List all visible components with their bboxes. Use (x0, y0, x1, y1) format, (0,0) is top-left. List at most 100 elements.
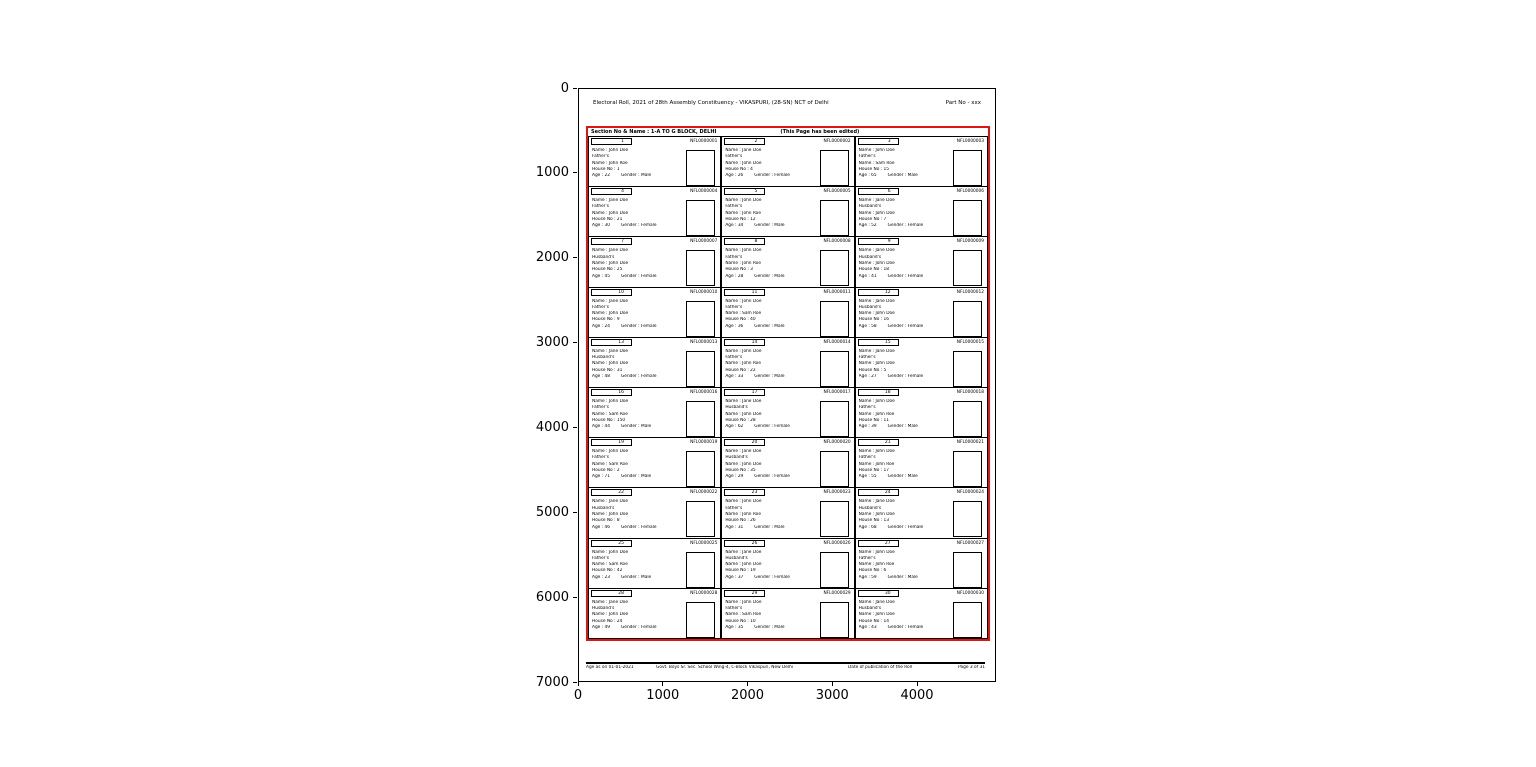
epic-number: NFL0000007 (690, 239, 718, 245)
voter-cell-body: Name : John Doe Father's Name : John Roe… (858, 448, 985, 488)
epic-number: NFL0000008 (823, 239, 851, 245)
voter-cell-body: Name : Jane Doe Husband's Name : John Do… (591, 498, 718, 538)
house-number: House No : 24 (592, 618, 623, 624)
relation-label: Father's (725, 606, 743, 612)
voter-cell-body: Name : Jane Doe Husband's Name : John Do… (591, 247, 718, 287)
x-tick-mark (662, 682, 664, 686)
photo-box (819, 451, 849, 488)
voter-cell-top: 15 NFL0000015 (857, 338, 985, 348)
epic-number: NFL0000030 (956, 590, 984, 596)
voter-cell-top: 12 NFL0000012 (857, 288, 985, 298)
serial-number-box: 27 (857, 539, 899, 547)
x-tick-mark (747, 682, 748, 686)
voter-name: Name : Jane Doe (725, 449, 762, 455)
relation-label: Father's (592, 154, 609, 160)
serial-number-box: 12 (857, 288, 899, 296)
serial-number: 16 (618, 390, 624, 395)
voter-cell-top: 3 NFL0000003 (857, 138, 985, 147)
voter-cell-body: Name : John Doe Father's Name : Sam Roe … (724, 599, 851, 638)
epic-number: NFL0000017 (823, 390, 851, 395)
age-gender: Age : 58 Gender : Female (858, 323, 924, 329)
voter-cell: 5 NFL0000005 Name : John Doe Father's Na… (721, 187, 855, 238)
serial-number-box: 7 (591, 238, 632, 246)
voter-cell-body: Name : John Doe Father's Name : Sam Roe … (724, 298, 851, 337)
voter-name: Name : John Doe (592, 549, 629, 555)
epic-number: NFL0000003 (956, 139, 984, 144)
house-number: House No : 10 (725, 618, 756, 624)
relation-label: Husband's (725, 455, 748, 461)
relation-name: Name : John Roe (858, 562, 895, 568)
photo-box (952, 300, 982, 337)
voter-cell: 6 NFL0000006 Name : Jane Doe Husband's N… (854, 187, 988, 238)
photo-box (952, 250, 982, 287)
x-tick-label: 3000 (815, 688, 849, 703)
epic-number: NFL0000025 (690, 540, 718, 546)
voter-cell-body: Name : Jane Doe Husband's Name : John Do… (858, 247, 985, 287)
photo-box (819, 300, 849, 337)
epic-number: NFL0000021 (956, 440, 984, 446)
y-tick-mark (573, 342, 577, 344)
y-tick-mark (573, 87, 577, 89)
relation-name: Name : John Doe (592, 311, 629, 317)
serial-number-box: 30 (857, 589, 899, 597)
serial-number-box: 16 (591, 389, 632, 396)
voter-cell-body: Name : Jane Doe Husband's Name : John Do… (591, 348, 718, 387)
x-tick-label: 1000 (646, 688, 680, 703)
epic-number: NFL0000013 (690, 339, 718, 345)
age-gender: Age : 34 Gender : Male (725, 223, 785, 229)
voter-cell-top: 4 NFL0000004 (591, 188, 718, 197)
relation-name: Name : John Doe (858, 311, 895, 317)
serial-number-box: 1 (591, 138, 632, 145)
voter-cell: 13 NFL0000013 Name : Jane Doe Husband's … (588, 337, 722, 388)
epic-number: NFL0000018 (956, 390, 984, 395)
voter-cell: 29 NFL0000029 Name : John Doe Father's N… (721, 588, 855, 639)
age-gender: Age : 62 Gender : Female (725, 424, 790, 430)
relation-label: Father's (725, 254, 743, 260)
serial-number-box: 23 (724, 489, 766, 497)
voter-cell-top: 13 NFL0000013 (591, 338, 718, 348)
relation-name: Name : John Doe (858, 260, 895, 266)
voter-name: Name : John Doe (592, 449, 629, 455)
voter-cell-body: Name : Jane Doe Father's Name : John Doe… (724, 147, 851, 186)
voter-name: Name : Jane Doe (858, 599, 895, 605)
age-gender: Age : 41 Gender : Female (858, 273, 924, 279)
serial-number: 23 (751, 490, 758, 496)
photo-box (819, 401, 849, 437)
voter-cell: 16 NFL0000016 Name : John Doe Father's N… (588, 388, 722, 439)
serial-number: 1 (621, 139, 624, 144)
age-gender: Age : 30 Gender : Female (592, 223, 657, 229)
voter-cell: 8 NFL0000008 Name : John Doe Father's Na… (721, 237, 855, 288)
voter-name: Name : John Doe (725, 248, 762, 254)
voter-cell-top: 14 NFL0000014 (724, 338, 851, 348)
serial-number-box: 14 (724, 338, 766, 346)
voter-cell-body: Name : Jane Doe Husband's Name : John Do… (858, 498, 985, 538)
photo-box (952, 200, 982, 237)
voter-name: Name : Jane Doe (592, 599, 629, 605)
serial-number-box: 21 (857, 439, 899, 447)
voter-cell-body: Name : John Doe Father's Name : John Roe… (858, 398, 985, 437)
age-gender: Age : 26 Gender : Female (725, 173, 790, 179)
voter-cell-top: 27 NFL0000027 (857, 539, 985, 549)
epic-number: NFL0000029 (823, 590, 851, 596)
epic-number: NFL0000011 (823, 289, 851, 295)
age-gender: Age : 28 Gender : Male (725, 273, 785, 279)
serial-number: 18 (884, 390, 891, 395)
serial-number-box: 10 (591, 288, 632, 296)
voter-cell-top: 30 NFL0000030 (857, 589, 985, 599)
relation-label: Husband's (858, 505, 882, 511)
serial-number-box: 26 (724, 539, 766, 547)
footer-divider (586, 662, 985, 664)
voter-cell: 1 NFL0000001 Name : John Doe Father's Na… (588, 137, 722, 188)
epic-number: NFL0000004 (690, 189, 718, 195)
house-number: House No : 4 (725, 166, 753, 172)
voter-cell: 7 NFL0000007 Name : Jane Doe Husband's N… (588, 237, 722, 288)
house-number: House No : 14 (858, 618, 889, 624)
serial-number: 4 (621, 189, 624, 195)
epic-number: NFL0000005 (823, 189, 851, 195)
relation-label: Father's (858, 405, 876, 411)
house-number: House No : 12 (725, 217, 756, 223)
photo-box (686, 350, 716, 387)
serial-number: 12 (884, 289, 891, 295)
voter-cell-body: Name : John Doe Father's Name : Sam Roe … (591, 398, 718, 437)
serial-number-box: 28 (591, 589, 632, 597)
